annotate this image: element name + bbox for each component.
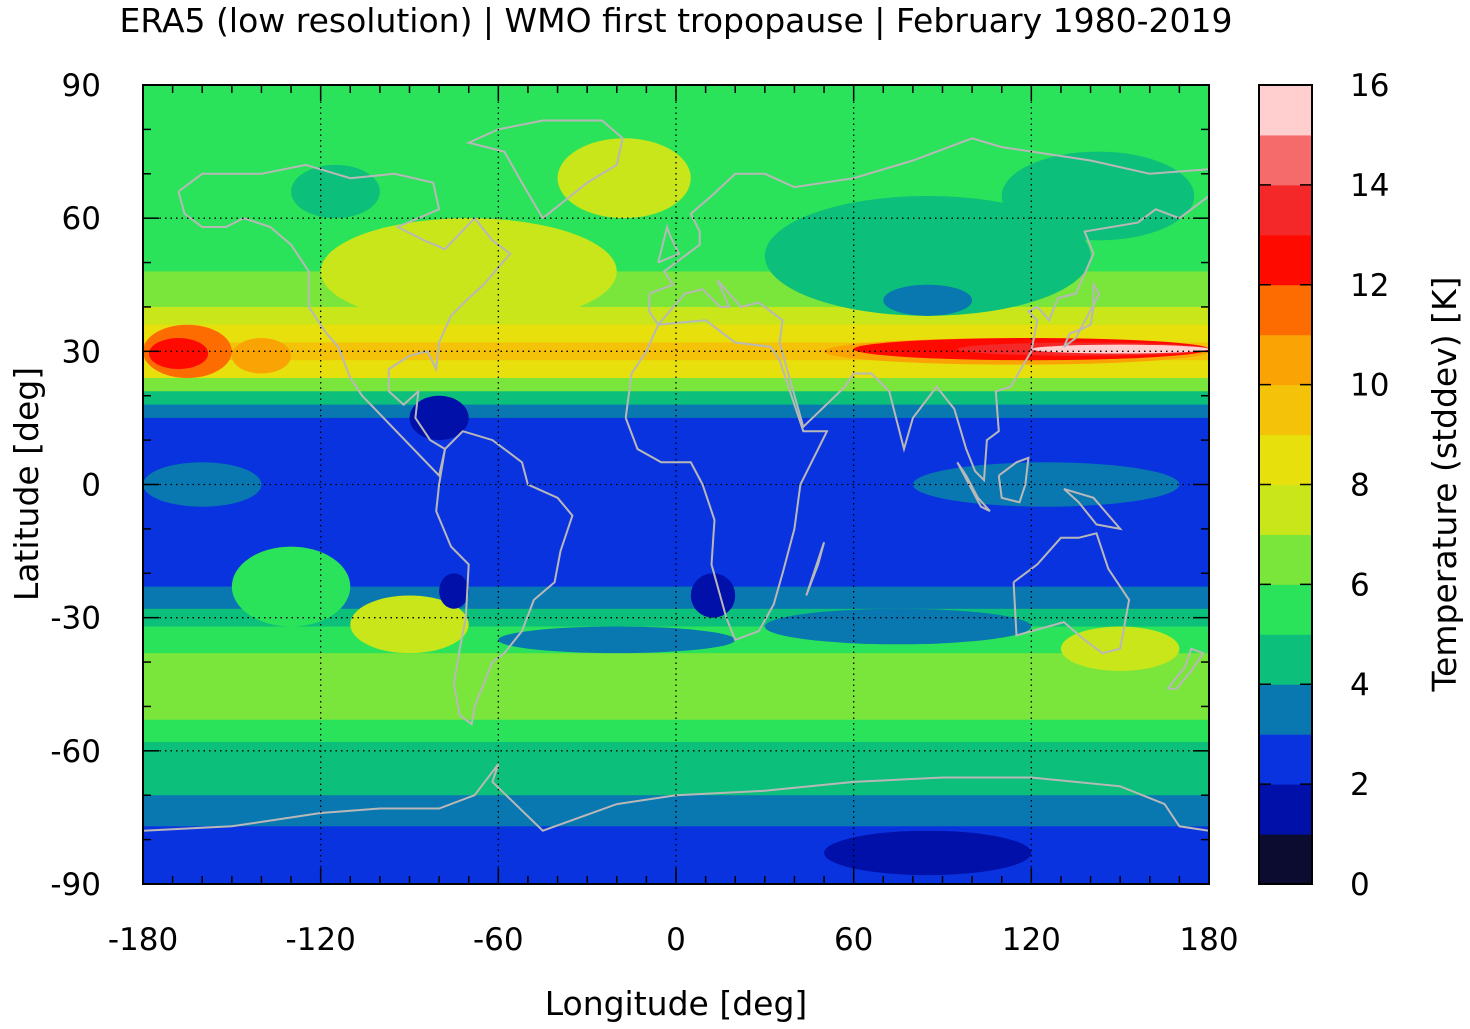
colorbar-segment-1 — [1259, 784, 1312, 835]
colorbar-tick-label: 2 — [1350, 767, 1370, 803]
coastline-5 — [1012, 532, 1131, 655]
plot-area — [143, 85, 1209, 884]
x-tick-label: -60 — [473, 922, 524, 958]
y-tick-label: -90 — [50, 867, 101, 903]
colorbar-tick-label: 12 — [1350, 268, 1389, 304]
coastline-2 — [465, 119, 624, 219]
heatmap-band-20 — [143, 764, 1209, 796]
coastline-7 — [1062, 281, 1101, 348]
colorbar-segment-15 — [1259, 85, 1312, 136]
colorbar-tick-label: 8 — [1350, 468, 1370, 504]
colorbar-tick-label: 6 — [1350, 567, 1370, 603]
heatmap-region-17 — [764, 608, 1032, 645]
coastline-13 — [657, 223, 681, 264]
x-tick-labels: -180 -120 -60 0 60 120 180 — [108, 922, 1239, 958]
grid-lines — [143, 85, 1209, 884]
heatmap-band-18 — [143, 719, 1209, 743]
heatmap-region-16 — [498, 626, 736, 654]
colorbar-segment-10 — [1259, 334, 1312, 386]
colorbar-segment-8 — [1259, 434, 1312, 485]
coastline-1 — [435, 430, 574, 726]
colorbar-segment-12 — [1259, 234, 1312, 286]
colorbar-segment-5 — [1259, 584, 1312, 635]
heatmap-band-17 — [143, 697, 1209, 721]
colorbar-segment-3 — [1259, 684, 1312, 735]
x-tick-label: -180 — [108, 922, 178, 958]
y-axis-label: Latitude [deg] — [7, 367, 46, 601]
x-tick-label: -120 — [285, 922, 355, 958]
x-tick-label: 0 — [666, 922, 686, 958]
heatmap-region-23 — [824, 830, 1032, 876]
colorbar-tick-label: 0 — [1350, 867, 1370, 903]
coastlines — [143, 119, 1209, 832]
colorbar-segment-14 — [1259, 134, 1312, 186]
axis-ticks — [142, 84, 1210, 885]
colorbar-segment-7 — [1259, 484, 1312, 535]
colorbar-ticks: 0 2 4 6 8 10 12 14 16 — [1259, 68, 1389, 903]
heatmap-band-19 — [143, 741, 1209, 765]
heatmap-band-8 — [143, 377, 1209, 392]
y-tick-label: -30 — [50, 601, 101, 637]
colorbar-tick-label: 10 — [1350, 368, 1389, 404]
coastline-10 — [1063, 487, 1123, 531]
colorbar-tick-label: 4 — [1350, 667, 1370, 703]
colorbar-segment-9 — [1259, 384, 1312, 436]
y-tick-label: 90 — [62, 68, 101, 104]
heatmap-region-8 — [1001, 151, 1195, 241]
heatmap-region-12 — [1031, 344, 1209, 354]
heatmap-region-21 — [439, 573, 469, 609]
coastline-11 — [1166, 647, 1205, 690]
heatmap-region-1 — [148, 338, 209, 370]
y-tick-label: -60 — [50, 734, 101, 770]
heatmap-region-22 — [690, 573, 736, 618]
colorbar-segment-2 — [1259, 734, 1312, 785]
colorbar-segment-4 — [1259, 634, 1312, 685]
x-tick-label: 60 — [834, 922, 873, 958]
coastline-3 — [624, 319, 829, 642]
colorbar-segment-11 — [1259, 284, 1312, 336]
colorbar-segment-0 — [1259, 834, 1312, 885]
colorbar-segment-13 — [1259, 184, 1312, 236]
heatmap-band-7 — [143, 360, 1209, 379]
heatmap-band-10 — [143, 404, 1209, 419]
colorbar-segment-6 — [1259, 534, 1312, 585]
chart-title: ERA5 (low resolution) | WMO first tropop… — [120, 1, 1233, 40]
y-tick-labels: 90 60 30 0 -30 -60 -90 — [50, 68, 101, 903]
heatmap-region-15 — [143, 462, 262, 507]
coastline-9 — [997, 456, 1030, 504]
colorbar-tick-label: 14 — [1350, 168, 1389, 204]
heatmap-region-2 — [231, 338, 292, 374]
x-tick-label: 180 — [1179, 922, 1238, 958]
x-tick-label: 120 — [1002, 922, 1061, 958]
heatmap-region-3 — [320, 218, 617, 325]
y-tick-label: 30 — [62, 334, 101, 370]
colorbar-label: Temperature (stddev) [K] — [1425, 276, 1464, 692]
heatmap-region-6 — [764, 195, 1091, 316]
colorbar-tick-label: 16 — [1350, 68, 1389, 104]
heatmap-region-19 — [350, 595, 469, 654]
coastline-8 — [956, 461, 991, 512]
colorbar — [1259, 85, 1312, 885]
coastline-4 — [648, 137, 1209, 483]
y-tick-label: 0 — [81, 468, 101, 504]
coastline-12 — [805, 541, 826, 596]
x-axis-label: Longitude [deg] — [545, 984, 808, 1023]
heatmap-region-4 — [557, 138, 691, 219]
coastline-0 — [177, 163, 512, 478]
coastline-6 — [143, 763, 1209, 832]
heatmap-region-13 — [409, 395, 469, 441]
heatmap-region-7 — [883, 284, 973, 316]
heatmap-region-18 — [231, 546, 351, 627]
y-tick-label: 60 — [62, 201, 101, 237]
